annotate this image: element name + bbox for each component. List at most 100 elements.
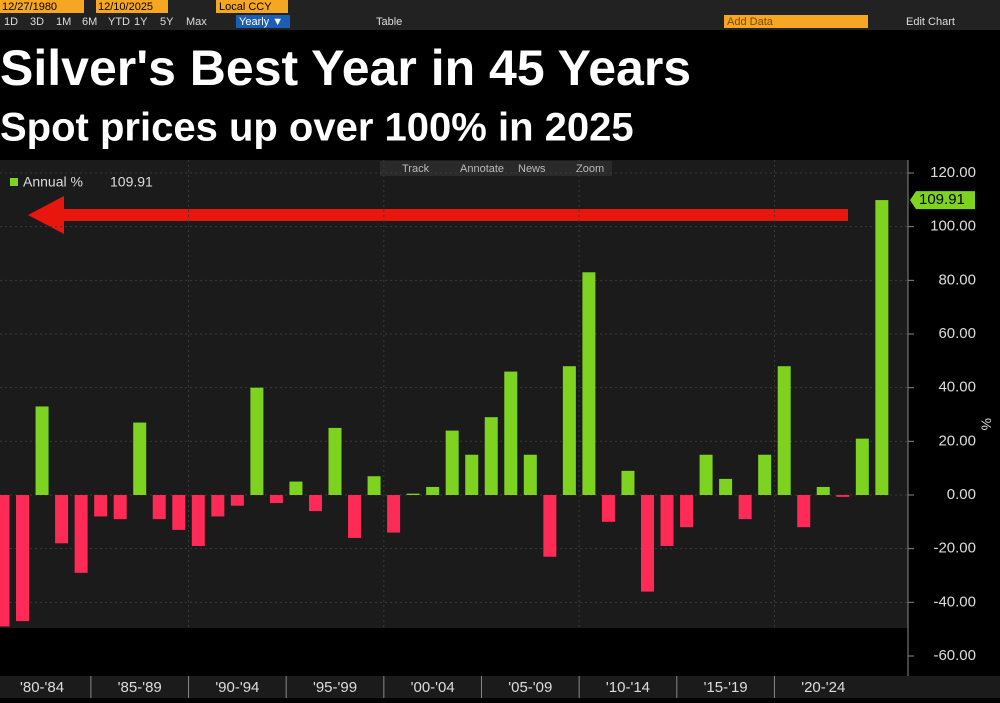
- currency-field[interactable]: [216, 0, 288, 13]
- bar: [504, 371, 518, 496]
- bar: [348, 495, 362, 538]
- bar: [875, 200, 889, 496]
- bar: [543, 495, 557, 557]
- bar: [113, 495, 127, 520]
- bar: [601, 495, 615, 522]
- range-buttons: 1D 3D 1M 6M YTD 1Y 5Y Max: [4, 16, 207, 28]
- x-tick-label: '15-'19: [704, 679, 748, 696]
- add-data: Add Data: [727, 16, 774, 28]
- bar: [621, 470, 635, 496]
- period: Yearly ▼: [239, 16, 283, 28]
- bar: [387, 495, 401, 533]
- y-tick-label: 60.00: [938, 325, 976, 342]
- bar: [855, 438, 869, 496]
- y-tick-label: 40.00: [938, 379, 976, 396]
- bar: [699, 454, 713, 496]
- y-tick-label: 20.00: [938, 432, 976, 449]
- chart-tool[interactable]: Annotate: [460, 163, 504, 175]
- legend-value: 109.91: [110, 174, 153, 190]
- chart-tool[interactable]: News: [518, 163, 546, 175]
- bar: [582, 272, 596, 496]
- bar: [640, 495, 654, 592]
- bar: [133, 422, 147, 496]
- x-tick-label: '05-'09: [508, 679, 552, 696]
- x-tick-label: '10-'14: [606, 679, 650, 696]
- bar: [836, 495, 850, 497]
- y-tick-label: 120.00: [930, 164, 976, 181]
- range-button[interactable]: 6M: [82, 16, 97, 28]
- date-field[interactable]: [0, 0, 84, 13]
- range-button[interactable]: 1D: [4, 16, 18, 28]
- bar: [445, 430, 459, 496]
- bar: [816, 486, 830, 496]
- y-tick-label: 100.00: [930, 218, 976, 235]
- bar: [328, 427, 342, 496]
- range-button[interactable]: Max: [186, 16, 207, 28]
- bar: [230, 495, 244, 506]
- bar: [680, 495, 694, 528]
- chart-tool[interactable]: Zoom: [576, 163, 604, 175]
- y-tick-label: -60.00: [933, 647, 976, 664]
- chart-title: Silver's Best Year in 45 Years: [0, 40, 691, 96]
- x-tick-label: '80-'84: [20, 679, 64, 696]
- bar: [523, 454, 537, 496]
- y-tick-label: 0.00: [947, 486, 976, 503]
- y-tick-label: 80.00: [938, 271, 976, 288]
- range-button[interactable]: 5Y: [160, 16, 174, 28]
- bar: [289, 481, 303, 496]
- legend-swatch: [10, 178, 18, 186]
- add-data-field[interactable]: [724, 15, 868, 28]
- bar: [738, 495, 752, 520]
- chart-tool[interactable]: Track: [402, 163, 430, 175]
- date-field[interactable]: [96, 0, 168, 13]
- start-date: 12/27/1980: [2, 1, 57, 13]
- bar: [308, 495, 322, 512]
- bar: [719, 478, 733, 496]
- y-tick-label: -20.00: [933, 540, 976, 557]
- bar: [16, 495, 30, 622]
- bar: [191, 495, 205, 546]
- bar: [0, 495, 10, 627]
- bar: [74, 495, 88, 573]
- bar: [55, 495, 69, 544]
- bar: [797, 495, 811, 528]
- bar: [660, 495, 674, 546]
- value-tag: [910, 191, 975, 210]
- x-tick-label: '00-'04: [411, 679, 455, 696]
- edit-chart[interactable]: Edit Chart: [906, 16, 955, 28]
- bar: [152, 495, 166, 520]
- x-tick-label: '90-'94: [215, 679, 259, 696]
- legend-label: Annual %: [23, 174, 83, 190]
- period-button[interactable]: [236, 15, 290, 28]
- bar: [406, 493, 420, 496]
- chart-tools: Track Annotate News Zoom: [402, 163, 604, 175]
- bar: [35, 406, 49, 496]
- y-tick-label: -40.00: [933, 593, 976, 610]
- table-button[interactable]: Table: [376, 16, 402, 28]
- x-tick-label: '20-'24: [801, 679, 845, 696]
- x-tick-label: '85-'89: [118, 679, 162, 696]
- bar: [426, 486, 440, 496]
- bar: [758, 454, 772, 496]
- annotation-arrowhead: [28, 196, 64, 234]
- range-button[interactable]: 1M: [56, 16, 71, 28]
- bar: [777, 366, 791, 496]
- bar: [465, 454, 479, 496]
- end-date: 12/10/2025: [98, 1, 153, 13]
- plot-area: [0, 160, 908, 628]
- bar: [250, 387, 264, 496]
- value-tag-label: 109.91: [919, 191, 965, 208]
- x-tick-label: '95-'99: [313, 679, 357, 696]
- range-button[interactable]: YTD: [108, 16, 130, 28]
- x-axis-strip: [0, 676, 1000, 698]
- bar: [211, 495, 225, 517]
- currency: Local CCY: [219, 1, 272, 13]
- bar: [562, 366, 576, 496]
- y-axis-label: %: [978, 418, 994, 430]
- range-button[interactable]: 1Y: [134, 16, 148, 28]
- range-button[interactable]: 3D: [30, 16, 44, 28]
- bar: [367, 476, 381, 496]
- bar: [484, 417, 498, 496]
